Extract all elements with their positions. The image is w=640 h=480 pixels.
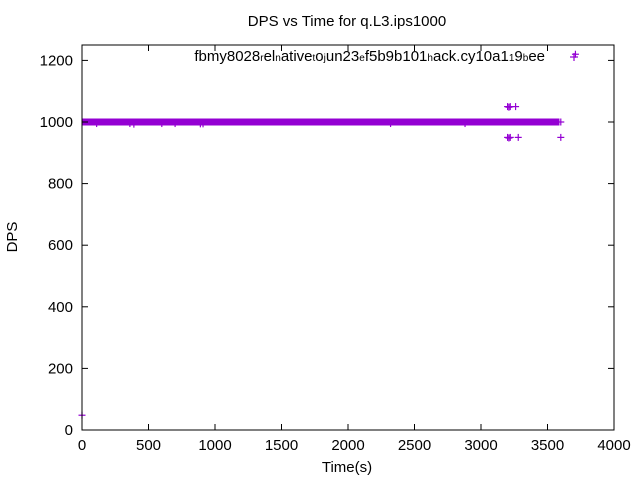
plot-frame [81, 44, 615, 431]
data-point [171, 120, 179, 128]
data-point [505, 103, 513, 111]
y-axis-title: DPS [4, 222, 21, 253]
x-axis-title: Time(s) [322, 459, 372, 476]
plot-area [78, 50, 579, 419]
data-point [461, 120, 469, 128]
x-tick-label: 1000 [198, 437, 231, 454]
data-point [158, 120, 166, 128]
y-axis: 0 200 400 600 800 1000 1200 [40, 52, 614, 439]
data-point [126, 120, 134, 128]
x-tick-label: 2000 [331, 437, 364, 454]
series-dense-band [82, 118, 560, 126]
x-tick-label: 0 [78, 437, 86, 454]
chart-title: DPS vs Time for q.L3.ips1000 [248, 13, 446, 30]
x-tick-label: 3500 [531, 437, 564, 454]
y-tick-label: 200 [48, 360, 73, 377]
data-point [557, 118, 565, 126]
data-point [514, 133, 522, 141]
y-tick-label: 800 [48, 176, 73, 193]
data-point [387, 120, 395, 128]
data-point [512, 103, 520, 111]
data-point [557, 133, 565, 141]
x-axis: 0 500 1000 1500 2000 2500 3000 3500 4000 [78, 45, 631, 454]
data-point [130, 120, 138, 128]
x-tick-label: 500 [136, 437, 161, 454]
y-tick-label: 400 [48, 299, 73, 316]
x-tick-label: 1500 [265, 437, 298, 454]
y-tick-label: 0 [65, 422, 73, 439]
y-tick-label: 600 [48, 237, 73, 254]
legend-label: fbmy8028relnativetojun23ef5b9b101hack.cy… [194, 48, 545, 65]
x-tick-label: 4000 [597, 437, 630, 454]
legend: fbmy8028relnativetojun23ef5b9b101hack.cy… [194, 48, 578, 65]
y-tick-label: 1200 [40, 52, 73, 69]
data-point [199, 120, 207, 128]
data-point [93, 120, 101, 128]
y-tick-label: 1000 [40, 114, 73, 131]
x-tick-label: 3000 [464, 437, 497, 454]
data-point [506, 133, 514, 141]
data-point [505, 134, 513, 142]
x-tick-label: 2500 [398, 437, 431, 454]
legend-marker [570, 53, 578, 61]
